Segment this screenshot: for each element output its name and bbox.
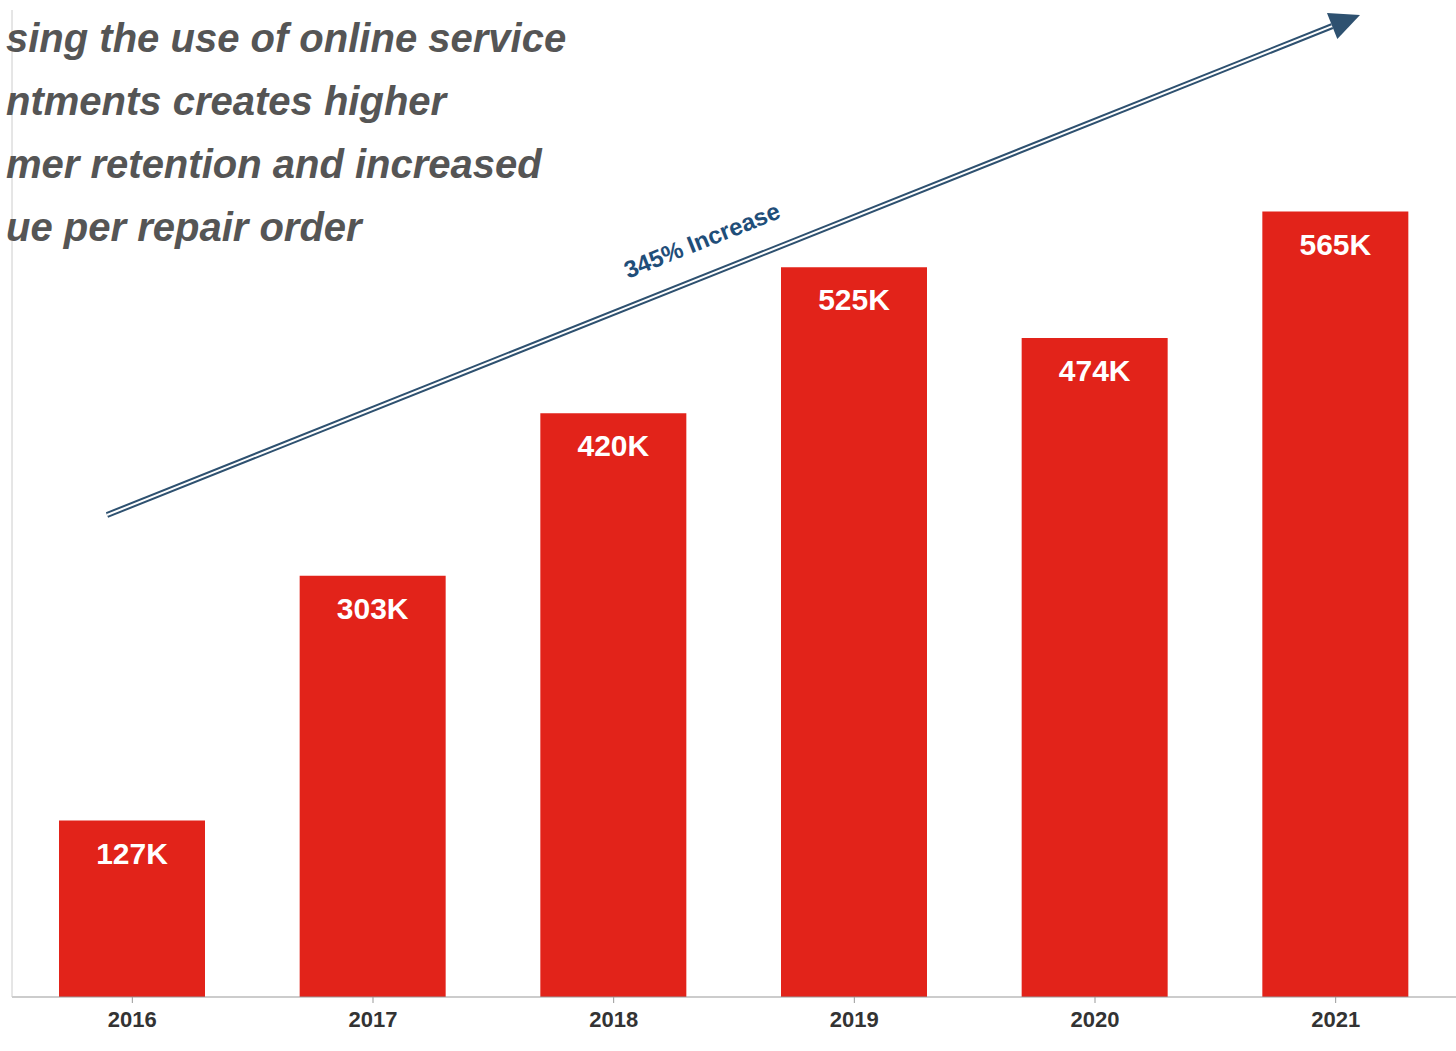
svg-text:420K: 420K — [577, 429, 649, 462]
svg-text:ue per repair order: ue per repair order — [6, 205, 364, 249]
svg-text:2019: 2019 — [830, 1007, 879, 1032]
svg-text:2020: 2020 — [1071, 1007, 1120, 1032]
svg-text:525K: 525K — [818, 283, 890, 316]
svg-text:565K: 565K — [1299, 228, 1371, 261]
svg-text:474K: 474K — [1059, 354, 1131, 387]
svg-text:2017: 2017 — [349, 1007, 398, 1032]
svg-text:2021: 2021 — [1311, 1007, 1360, 1032]
svg-text:mer retention and increased: mer retention and increased — [6, 142, 543, 186]
svg-text:127K: 127K — [96, 837, 168, 870]
svg-text:sing the use of online service: sing the use of online service — [6, 16, 566, 60]
svg-text:303K: 303K — [337, 592, 409, 625]
svg-text:2016: 2016 — [108, 1007, 157, 1032]
svg-text:345% Increase: 345% Increase — [620, 197, 784, 283]
svg-text:2018: 2018 — [589, 1007, 638, 1032]
svg-text:ntments creates higher: ntments creates higher — [6, 79, 449, 123]
